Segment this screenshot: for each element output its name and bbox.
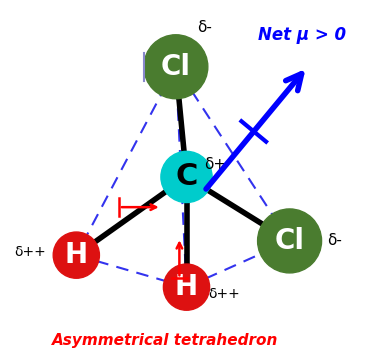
Text: δ-: δ- — [197, 20, 212, 35]
Text: δ-: δ- — [327, 234, 342, 248]
Text: H: H — [65, 241, 88, 269]
Text: δ++: δ++ — [208, 287, 239, 301]
Text: δ+: δ+ — [204, 157, 226, 172]
Text: Net μ > 0: Net μ > 0 — [258, 26, 346, 44]
Circle shape — [161, 151, 212, 203]
Text: H: H — [175, 273, 198, 301]
Circle shape — [53, 232, 100, 278]
Circle shape — [258, 209, 322, 273]
Text: Cl: Cl — [275, 227, 305, 255]
Text: Cl: Cl — [161, 53, 191, 81]
Text: Asymmetrical tetrahedron: Asymmetrical tetrahedron — [52, 333, 278, 348]
Circle shape — [163, 264, 210, 310]
Circle shape — [144, 35, 208, 99]
Text: δ++: δ++ — [14, 245, 46, 258]
Text: C: C — [175, 162, 198, 191]
